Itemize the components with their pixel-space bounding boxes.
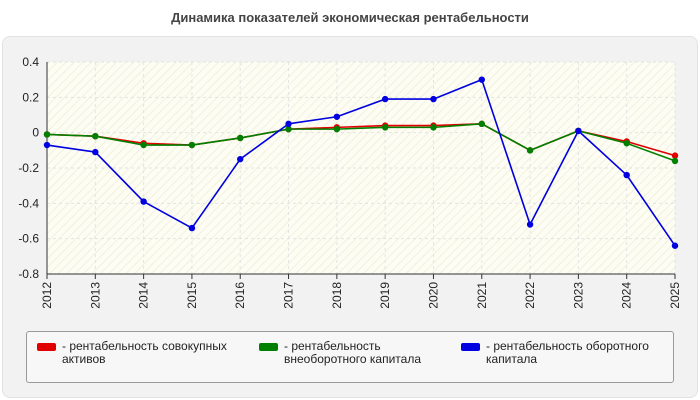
x-tick-label: 2015: [185, 282, 199, 309]
data-point: [43, 141, 51, 149]
data-point: [92, 148, 99, 156]
data-point: [430, 124, 437, 131]
x-tick-label: 2016: [233, 282, 247, 309]
legend-label-working-capital: - рентабельность оборотного капитала: [486, 339, 649, 366]
data-point: [671, 242, 679, 249]
gridlines: [46, 61, 676, 275]
x-tick-label: 2017: [282, 282, 296, 309]
data-point: [188, 141, 196, 149]
data-point: [526, 221, 534, 228]
data-point: [140, 198, 147, 205]
x-tick-label: 2014: [137, 282, 151, 309]
data-point: [285, 125, 292, 133]
data-point: [237, 155, 244, 163]
data-point: [333, 125, 341, 133]
series-group: [43, 76, 679, 249]
x-tick-label: 2013: [88, 282, 102, 309]
y-tick-label: -0.6: [18, 232, 39, 246]
x-tick-label: 2019: [378, 282, 392, 309]
y-tick-label: 0.4: [22, 55, 39, 69]
y-tick-label: -0.4: [18, 196, 39, 210]
data-point: [140, 141, 147, 149]
data-point: [92, 133, 99, 140]
data-point: [430, 95, 437, 103]
data-point: [285, 120, 292, 128]
data-point: [381, 95, 389, 103]
legend-label-total-assets: - рентабельность совокупных активов: [62, 339, 227, 366]
data-point: [671, 157, 679, 165]
data-point: [623, 140, 630, 147]
data-point: [43, 131, 51, 138]
x-tick-label: 2025: [668, 282, 682, 309]
x-tick-label: 2020: [426, 282, 440, 309]
legend-swatch-total-assets: [37, 343, 56, 351]
data-point: [237, 134, 244, 142]
data-point: [478, 76, 485, 83]
x-tick-label: 2018: [330, 282, 344, 309]
data-point: [333, 113, 341, 120]
x-tick-label: 2012: [40, 282, 54, 309]
data-point: [671, 152, 679, 159]
data-point: [526, 147, 534, 154]
data-point: [478, 120, 485, 128]
series-line-1: [46, 123, 676, 162]
x-tick-label: 2024: [620, 282, 634, 309]
chart-title: Динамика показателей экономическая рента…: [171, 10, 529, 25]
x-tick-label: 2022: [523, 282, 537, 309]
data-point: [623, 171, 630, 179]
y-tick-label: 0: [32, 126, 39, 140]
x-tick-label: 2023: [571, 282, 585, 309]
data-point: [575, 127, 582, 135]
data-point: [381, 124, 389, 131]
x-tick-label: 2021: [475, 282, 489, 309]
legend-swatch-fixed-capital: [259, 343, 278, 351]
series-line-2: [46, 78, 676, 247]
data-point: [188, 224, 196, 232]
y-tick-label: 0.2: [22, 90, 39, 104]
chart-legend: - рентабельность совокупных активов - ре…: [26, 331, 674, 383]
y-tick-label: -0.2: [18, 161, 39, 175]
y-tick-label: -0.8: [18, 267, 39, 281]
legend-swatch-working-capital: [461, 343, 480, 351]
legend-label-fixed-capital: - рентабельность внеоборотного капитала: [284, 339, 421, 366]
